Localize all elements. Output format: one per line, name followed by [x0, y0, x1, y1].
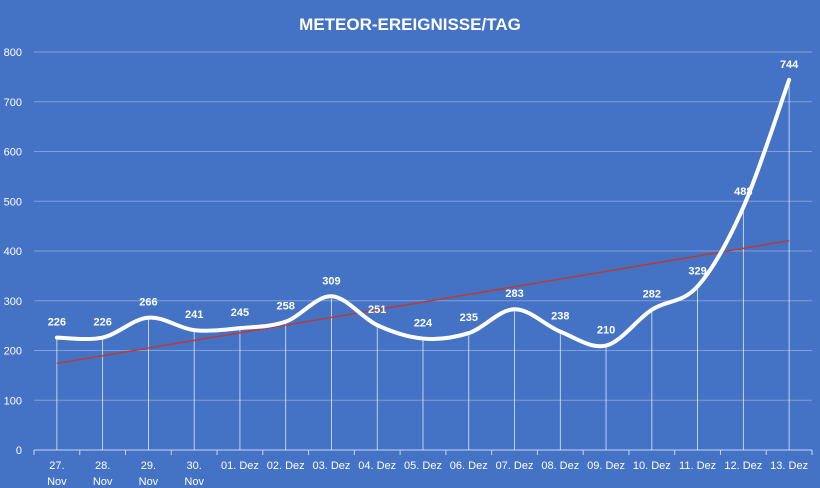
data-label: 329	[688, 265, 706, 277]
x-tick-label: 03. Dez	[313, 460, 351, 472]
x-tick-label: 30.	[187, 460, 202, 472]
x-tick-label: 05. Dez	[404, 460, 442, 472]
y-axis: 0 100 200 300 400 500 600 700 800	[4, 47, 22, 457]
y-tick-label: 600	[4, 147, 22, 159]
x-tick-label: 06. Dez	[450, 460, 488, 472]
data-label: 238	[551, 311, 569, 323]
x-tick-label: Nov	[47, 476, 67, 488]
data-label: 309	[322, 275, 340, 287]
x-tick-label: 09. Dez	[587, 460, 625, 472]
x-tick-label: 13. Dez	[770, 460, 808, 472]
data-label: 224	[414, 318, 433, 330]
series-group	[54, 77, 792, 349]
data-label: 226	[93, 317, 111, 329]
trendline-group	[56, 239, 790, 365]
data-label: 245	[231, 307, 249, 319]
x-tick-label: Nov	[184, 476, 204, 488]
x-tick-label: 08. Dez	[541, 460, 579, 472]
drop-lines	[56, 79, 790, 450]
y-tick-label: 0	[16, 445, 22, 457]
data-label: 266	[139, 297, 157, 309]
x-axis: 27. Nov 28. Nov 29. Nov 30. Nov 01. Dez 02. Dez 03…	[33, 450, 813, 488]
data-labels: 226 226 266 241 245 258 309 251 224 235 283 238 210 2…	[48, 59, 799, 337]
data-label: 488	[734, 186, 752, 198]
data-label: 210	[597, 325, 615, 337]
data-label: 241	[185, 309, 203, 321]
data-label: 226	[48, 317, 66, 329]
trendline	[56, 239, 790, 365]
y-tick-label: 100	[4, 395, 22, 407]
y-tick-label: 800	[4, 47, 22, 59]
x-tick-label: Nov	[139, 476, 159, 488]
x-tick-label: 27.	[49, 460, 64, 472]
chart-title: METEOR-EREIGNISSE/TAG	[299, 15, 521, 34]
grid-lines	[34, 51, 812, 451]
series-line	[54, 77, 792, 349]
data-label: 235	[460, 312, 478, 324]
y-tick-label: 500	[4, 196, 22, 208]
x-tick-label: 01. Dez	[221, 460, 259, 472]
x-tick-label: 02. Dez	[267, 460, 305, 472]
x-tick-label: 07. Dez	[496, 460, 534, 472]
x-tick-label: 29.	[141, 460, 156, 472]
x-tick-label: 04. Dez	[358, 460, 396, 472]
data-label: 251	[368, 304, 386, 316]
y-tick-label: 700	[4, 97, 22, 109]
x-tick-label: 28.	[95, 460, 110, 472]
y-tick-label: 300	[4, 296, 22, 308]
data-label: 282	[643, 289, 661, 301]
y-tick-label: 200	[4, 346, 22, 358]
data-label: 258	[277, 301, 295, 313]
data-label: 283	[505, 288, 523, 300]
x-tick-label: Nov	[93, 476, 113, 488]
x-tick-label: 12. Dez	[724, 460, 762, 472]
x-tick-label: 11. Dez	[679, 460, 716, 472]
data-label: 744	[780, 59, 799, 71]
x-tick-label: 10. Dez	[633, 460, 671, 472]
y-tick-label: 400	[4, 246, 22, 258]
